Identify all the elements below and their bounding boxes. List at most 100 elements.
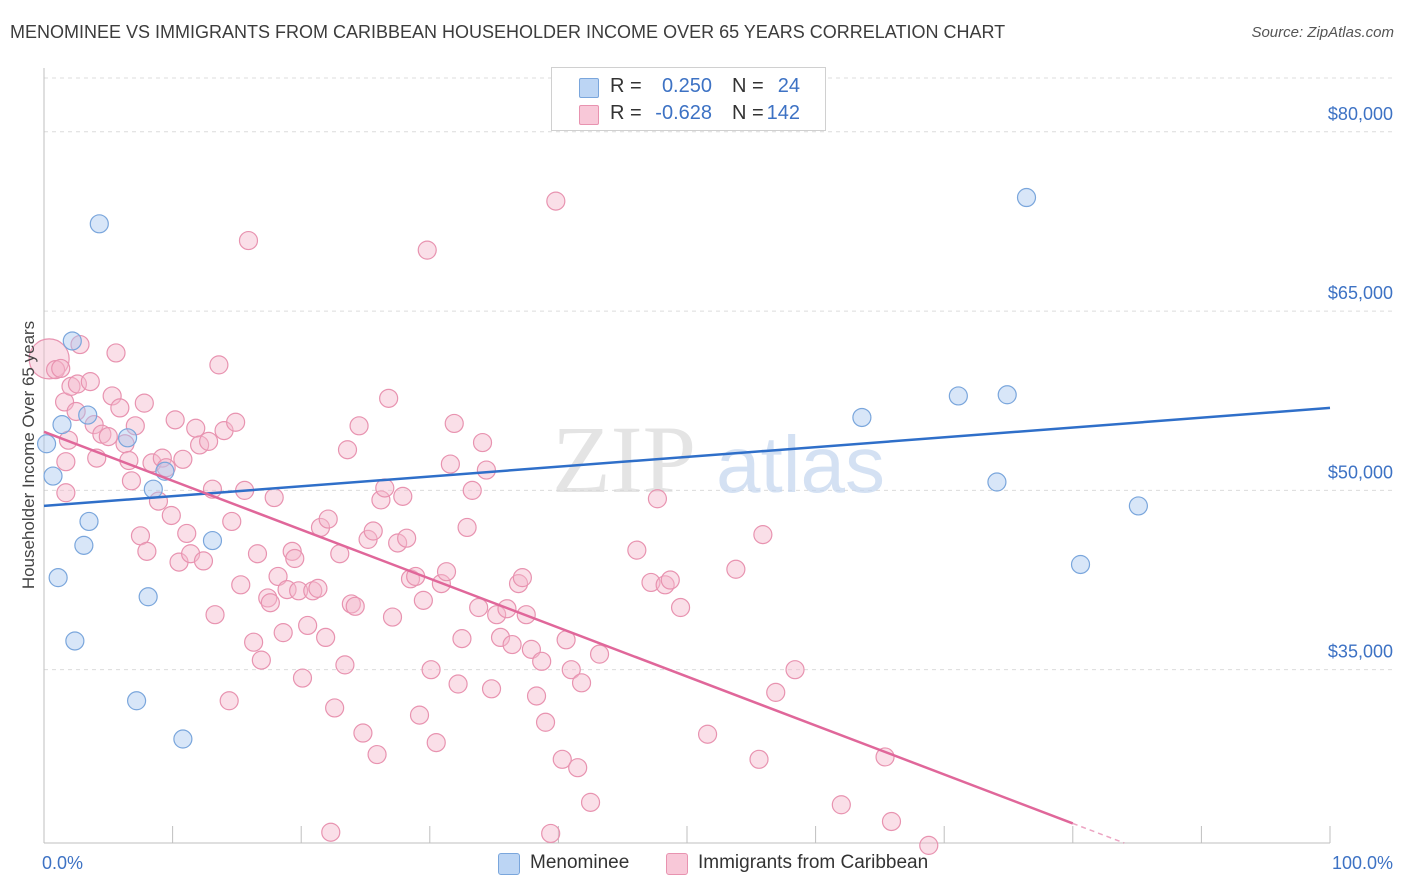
point-caribbean: [325, 698, 345, 718]
point-caribbean: [413, 590, 433, 610]
point-caribbean: [476, 460, 496, 480]
point-caribbean: [173, 449, 193, 469]
point-caribbean: [226, 412, 246, 432]
point-caribbean: [28, 338, 70, 380]
point-menominee: [43, 466, 63, 486]
point-caribbean: [490, 627, 511, 648]
point-caribbean: [436, 562, 457, 582]
legend-label-menominee: Menominee: [530, 852, 630, 873]
point-caribbean: [205, 605, 225, 625]
legend-swatch-menominee: [579, 78, 599, 98]
point-caribbean: [546, 191, 566, 211]
point-caribbean: [102, 386, 122, 406]
point-caribbean: [409, 705, 430, 725]
legend-n-label: N =: [732, 75, 764, 97]
point-caribbean: [749, 749, 769, 769]
point-caribbean: [426, 732, 446, 753]
point-caribbean: [421, 660, 441, 680]
y-tick-label: $80,000: [1328, 104, 1393, 124]
legend-swatch-menominee: [498, 853, 520, 875]
point-caribbean: [292, 668, 313, 688]
point-menominee: [65, 631, 85, 651]
watermark: ZIP atlas: [552, 406, 885, 513]
point-menominee: [997, 385, 1017, 405]
point-caribbean: [264, 487, 284, 508]
point-caribbean: [526, 686, 547, 706]
point-caribbean: [285, 548, 305, 569]
point-caribbean: [353, 723, 373, 743]
point-caribbean: [84, 415, 104, 435]
point-menominee: [89, 214, 109, 234]
point-caribbean: [589, 644, 610, 664]
point-caribbean: [177, 523, 197, 544]
point-caribbean: [268, 566, 288, 587]
legend-n-value: 24: [777, 75, 800, 97]
point-caribbean: [345, 596, 365, 616]
point-caribbean: [919, 835, 939, 855]
point-caribbean: [448, 674, 468, 694]
point-caribbean: [80, 372, 100, 392]
point-caribbean: [219, 691, 239, 711]
data-points: [28, 187, 1148, 855]
point-caribbean: [56, 483, 76, 503]
point-caribbean: [260, 593, 280, 613]
point-caribbean: [382, 607, 403, 627]
point-caribbean: [512, 568, 532, 588]
legend-r-label: R =: [610, 102, 642, 124]
point-caribbean: [66, 401, 86, 422]
point-caribbean: [379, 388, 399, 408]
point-menominee: [173, 729, 193, 749]
point-caribbean: [831, 795, 851, 815]
point-menominee: [852, 407, 872, 428]
point-menominee: [36, 434, 57, 454]
point-caribbean: [502, 634, 522, 655]
point-caribbean: [199, 431, 219, 451]
point-caribbean: [110, 398, 130, 418]
chart-title: MENOMINEE VS IMMIGRANTS FROM CARIBBEAN H…: [10, 22, 1006, 42]
point-caribbean: [660, 570, 680, 590]
legend-r-value: 0.250: [661, 75, 712, 97]
point-caribbean: [335, 655, 355, 675]
point-menominee: [74, 535, 94, 555]
point-caribbean: [371, 490, 391, 510]
point-caribbean: [303, 581, 323, 601]
point-caribbean: [121, 471, 142, 491]
point-menominee: [78, 405, 98, 425]
legend-n-value: 142: [766, 102, 800, 124]
point-caribbean: [580, 792, 601, 812]
point-caribbean: [647, 489, 668, 509]
point-caribbean: [318, 509, 338, 529]
point-menominee: [1128, 496, 1148, 516]
y-tick-label: $65,000: [1328, 283, 1393, 303]
watermark-zip: ZIP: [552, 406, 696, 513]
point-caribbean: [726, 559, 746, 579]
point-caribbean: [481, 679, 502, 699]
series-legend: Menominee Immigrants from Caribbean: [0, 848, 1406, 878]
point-caribbean: [766, 682, 786, 702]
point-caribbean: [316, 627, 336, 648]
point-caribbean: [209, 355, 229, 375]
point-caribbean: [134, 393, 154, 413]
point-caribbean: [532, 651, 552, 671]
x-tick-label-min: 0.0%: [42, 853, 83, 873]
point-caribbean: [363, 521, 383, 541]
point-caribbean: [785, 660, 805, 680]
point-caribbean: [137, 541, 157, 561]
point-caribbean: [51, 358, 71, 379]
y-tick-label: $50,000: [1328, 462, 1393, 482]
point-menominee: [1016, 187, 1037, 208]
point-caribbean: [472, 432, 493, 453]
point-menominee: [987, 472, 1007, 492]
point-menominee: [143, 479, 163, 499]
point-menominee: [117, 428, 138, 448]
point-caribbean: [462, 480, 482, 500]
legend-r-label: R =: [610, 75, 642, 97]
point-caribbean: [349, 416, 369, 436]
point-caribbean: [452, 629, 472, 649]
legend-label-caribbean: Immigrants from Caribbean: [698, 852, 929, 873]
point-menominee: [1070, 554, 1091, 575]
point-caribbean: [670, 597, 691, 618]
legend-r-value: -0.628: [655, 102, 712, 124]
point-caribbean: [321, 822, 341, 842]
